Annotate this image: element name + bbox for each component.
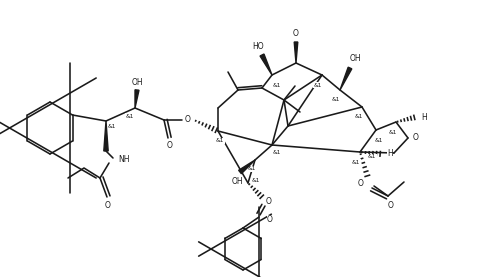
Polygon shape	[135, 90, 139, 108]
Text: HO: HO	[252, 42, 264, 50]
Text: O: O	[293, 29, 298, 37]
Text: &1: &1	[374, 137, 382, 142]
Text: O: O	[357, 178, 363, 188]
Text: H: H	[420, 112, 426, 122]
Text: NH: NH	[118, 155, 129, 165]
Text: H: H	[386, 148, 392, 158]
Text: &1: &1	[354, 114, 363, 119]
Text: O: O	[185, 116, 190, 124]
Text: O: O	[387, 201, 393, 211]
Text: &1: &1	[125, 114, 134, 119]
Text: O: O	[266, 196, 272, 206]
Text: &1: &1	[272, 150, 281, 155]
Text: O: O	[267, 216, 273, 224]
Text: &1: &1	[272, 83, 281, 88]
Text: &1: &1	[108, 124, 116, 129]
Polygon shape	[260, 54, 272, 75]
Text: &1: &1	[351, 160, 360, 165]
Text: &1: &1	[331, 96, 340, 101]
Text: &1: &1	[367, 155, 376, 160]
Polygon shape	[339, 67, 351, 90]
Polygon shape	[104, 121, 108, 151]
Text: OH: OH	[349, 53, 360, 63]
Text: &1: &1	[247, 166, 256, 171]
Text: OH: OH	[231, 176, 242, 186]
Text: &1: &1	[215, 138, 224, 143]
Polygon shape	[238, 160, 255, 174]
Text: &1: &1	[388, 130, 396, 135]
Text: O: O	[167, 142, 172, 150]
Text: O: O	[412, 134, 418, 142]
Polygon shape	[294, 42, 297, 63]
Text: &1: &1	[251, 178, 260, 183]
Text: O: O	[105, 201, 111, 209]
Text: &1: &1	[313, 83, 322, 88]
Text: OH: OH	[131, 78, 142, 86]
